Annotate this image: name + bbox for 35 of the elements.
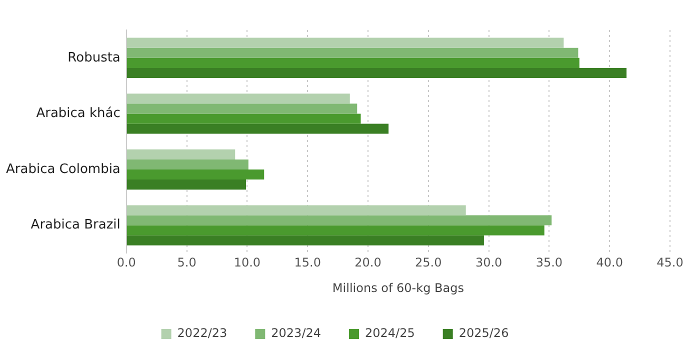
bar <box>126 94 350 104</box>
bar <box>126 68 627 78</box>
x-tick-label: 20.0 <box>354 256 382 270</box>
bar <box>126 48 578 58</box>
bar <box>126 114 361 124</box>
legend-label: 2025/26 <box>458 326 509 340</box>
y-tick-label: Robusta <box>68 50 120 66</box>
y-tick-label: Arabica Colombia <box>6 162 120 177</box>
bar <box>126 205 466 216</box>
x-tick-label: 30.0 <box>475 256 502 270</box>
legend-label: 2023/24 <box>271 326 322 340</box>
bar <box>126 149 236 160</box>
x-tick-label: 5.0 <box>177 256 196 270</box>
y-tick-label: Arabica khác <box>36 106 120 122</box>
x-tick-label: 40.0 <box>596 256 623 270</box>
bar <box>126 225 544 236</box>
x-tick-label: 35.0 <box>536 256 563 270</box>
bar <box>126 58 580 68</box>
bar <box>126 215 552 226</box>
x-tick-label: 10.0 <box>234 256 261 270</box>
bar <box>126 124 389 134</box>
bar <box>126 170 264 180</box>
x-tick-label: 25.0 <box>415 256 442 270</box>
legend-label: 2024/25 <box>365 326 415 340</box>
bar <box>126 104 358 114</box>
x-tick-label: 0.0 <box>116 256 136 270</box>
legend-label: 2022/23 <box>177 326 228 340</box>
x-axis-title: Millions of 60-kg Bags <box>332 280 464 295</box>
bar <box>126 159 248 170</box>
x-tick-label: 15.0 <box>294 256 321 270</box>
x-tick-label: 45.0 <box>656 256 684 270</box>
bar <box>126 235 484 246</box>
y-tick-label: Arabica Brazil <box>30 218 120 233</box>
bar <box>126 38 564 48</box>
bar <box>126 180 246 190</box>
